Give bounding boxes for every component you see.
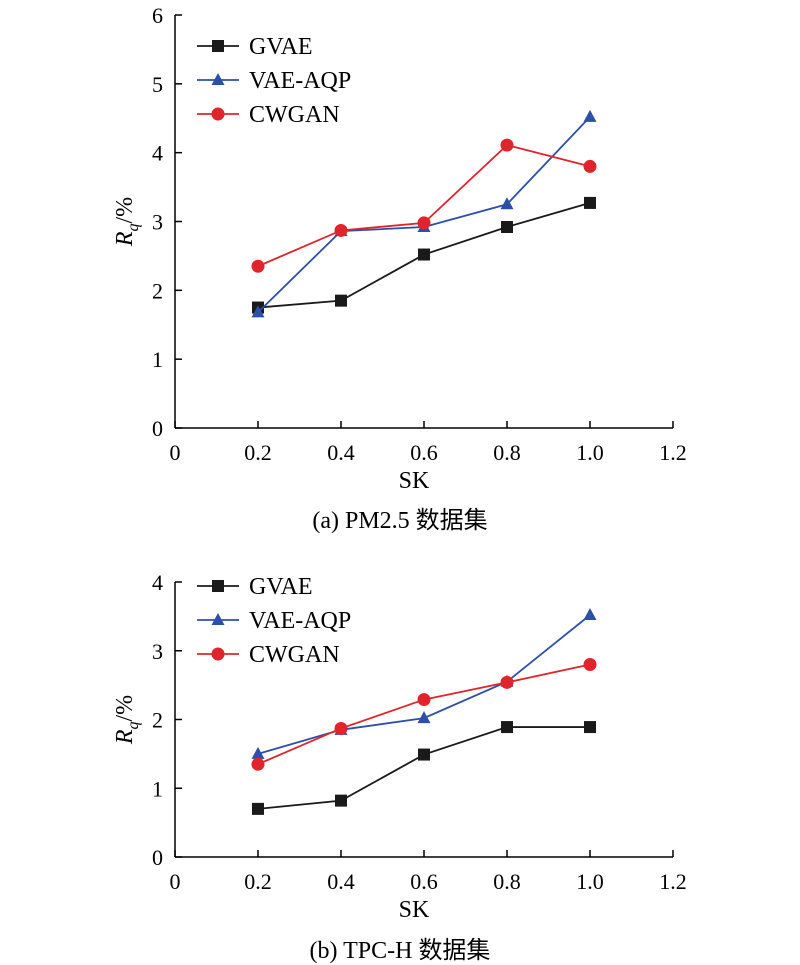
- chart-0-series-gvae: [252, 196, 596, 314]
- chart-1-y-tick-label: 4: [152, 570, 163, 595]
- chart-0-y-tick-label: 6: [152, 3, 163, 28]
- chart-0-x-tick-label: 0.8: [493, 440, 521, 465]
- chart-0-legend-label-vae-aqp: VAE-AQP: [249, 68, 351, 94]
- chart-0-y-tick-label: 0: [152, 416, 163, 441]
- chart-1-series-gvae: [252, 721, 596, 815]
- chart-0-x-tick-label: 0.2: [244, 440, 272, 465]
- chart-1-series-cwgan: [251, 658, 597, 771]
- chart-0-y-tick-label: 4: [152, 141, 163, 166]
- chart-caption-pm25: (a) PM2.5 数据集: [312, 508, 488, 534]
- chart-0-data-point-gvae: [501, 221, 513, 234]
- chart-1-series-line-vae-aqp: [257, 614, 591, 755]
- chart-0-legend: GVAE VAE-AQP CWGAN: [197, 34, 351, 128]
- chart-0-data-point-gvae: [418, 248, 430, 261]
- chart-1-legend-marker-cwgan: [211, 647, 225, 661]
- chart-1-data-point-gvae: [252, 802, 264, 815]
- chart-0-data-point-cwgan: [334, 223, 348, 237]
- chart-0-y-tick-label: 2: [152, 278, 163, 303]
- chart-0-y-tick-label: 3: [152, 210, 163, 235]
- chart-1-y-tick-label: 2: [152, 708, 163, 733]
- line-chart-pm25: 0 1 2 3 4 5 6 0 0.2 0.4 0.6 0.8 1.0 1.2 SK Rq/% GVAE VAE-…: [112, 3, 687, 494]
- chart-0-data-point-vae-aqp: [583, 109, 597, 122]
- chart-0-y-tick-label: 5: [152, 72, 163, 97]
- chart-1-x-axis-title: SK: [399, 897, 430, 923]
- chart-1-data-point-vae-aqp: [417, 711, 431, 724]
- chart-1-y-tick-label: 3: [152, 639, 163, 664]
- chart-0-x-tick-label: 1.2: [659, 440, 687, 465]
- chart-0-x-tick-label: 0.6: [410, 440, 438, 465]
- chart-1-x-tick-label: 0.4: [327, 869, 355, 894]
- chart-0-legend-marker-vae-aqp: [211, 73, 225, 85]
- chart-0-y-axis-title: Rq/%: [112, 197, 142, 247]
- chart-0-x-tick-label: 0: [170, 440, 181, 465]
- chart-1-y-tick-label: 0: [152, 845, 163, 870]
- chart-0-data-point-vae-aqp: [251, 305, 265, 318]
- chart-1-data-point-gvae: [501, 721, 513, 734]
- chart-0-data-point-cwgan: [500, 138, 514, 152]
- chart-1-data-point-cwgan: [583, 658, 597, 671]
- chart-1-legend-label-gvae: GVAE: [249, 574, 313, 600]
- chart-0-data-point-vae-aqp: [500, 197, 514, 210]
- chart-0-legend-marker-cwgan: [211, 107, 225, 121]
- chart-1-data-point-vae-aqp: [583, 608, 597, 620]
- chart-1-x-tick-label: 0.8: [493, 869, 521, 894]
- chart-0-x-axis-title: SK: [399, 468, 430, 494]
- chart-0-series-line-cwgan: [257, 144, 591, 268]
- chart-1-data-point-cwgan: [334, 721, 348, 735]
- chart-1-data-point-gvae: [335, 794, 347, 807]
- chart-0-legend-label-gvae: GVAE: [249, 34, 313, 60]
- chart-0-data-point-cwgan: [417, 216, 431, 230]
- chart-1-data-point-cwgan: [500, 675, 514, 689]
- chart-0-data-point-gvae: [584, 196, 596, 209]
- chart-1-legend-marker-gvae: [212, 580, 224, 592]
- chart-1-legend: GVAE VAE-AQP CWGAN: [197, 574, 351, 668]
- chart-1-x-tick-label: 1.0: [576, 869, 604, 894]
- chart-0-legend-marker-gvae: [212, 40, 224, 52]
- chart-panel-tpch: 0 1 2 3 4 0 0.2 0.4 0.6 0.8 1.0 1.2 SK Rq/% GVAE VAE-AQ…: [0, 560, 800, 960]
- chart-0-legend-label-cwgan: CWGAN: [249, 102, 340, 128]
- chart-0-x-tick-label: 1.0: [576, 440, 604, 465]
- chart-1-x-tick-label: 1.2: [659, 869, 687, 894]
- chart-0-series-line-vae-aqp: [257, 116, 591, 314]
- chart-panel-pm25: 0 1 2 3 4 5 6 0 0.2 0.4 0.6 0.8 1.0 1.2 SK Rq/% GVAE VAE-…: [112, 3, 687, 494]
- chart-1-y-tick-label: 1: [152, 776, 163, 801]
- chart-1-legend-marker-vae-aqp: [211, 613, 225, 625]
- chart-0-x-tick-label: 0.4: [327, 440, 355, 465]
- chart-0-y-tick-label: 1: [152, 347, 163, 372]
- chart-1-data-point-gvae: [584, 721, 596, 734]
- chart-1-x-tick-label: 0.2: [244, 869, 272, 894]
- chart-1-data-point-cwgan: [251, 757, 265, 771]
- chart-1-data-point-vae-aqp: [251, 746, 265, 759]
- chart-1-x-tick-label: 0.6: [410, 869, 438, 894]
- chart-0-series-cwgan: [251, 138, 597, 273]
- chart-0-data-point-gvae: [335, 294, 347, 307]
- chart-0-data-point-cwgan: [583, 159, 597, 173]
- chart-1-x-tick-label: 0: [170, 869, 181, 894]
- chart-0-series-vae-aqp: [251, 109, 597, 318]
- chart-1-y-axis-title: Rq/%: [112, 695, 142, 745]
- chart-1-data-point-gvae: [418, 748, 430, 761]
- chart-1-legend-label-cwgan: CWGAN: [249, 642, 340, 668]
- chart-0-data-point-cwgan: [251, 259, 265, 273]
- chart-1-data-point-cwgan: [417, 693, 431, 707]
- chart-1-legend-label-vae-aqp: VAE-AQP: [249, 608, 351, 634]
- line-chart-tpch: 0 1 2 3 4 0 0.2 0.4 0.6 0.8 1.0 1.2 SK Rq/% GVAE VAE-AQ…: [112, 570, 687, 923]
